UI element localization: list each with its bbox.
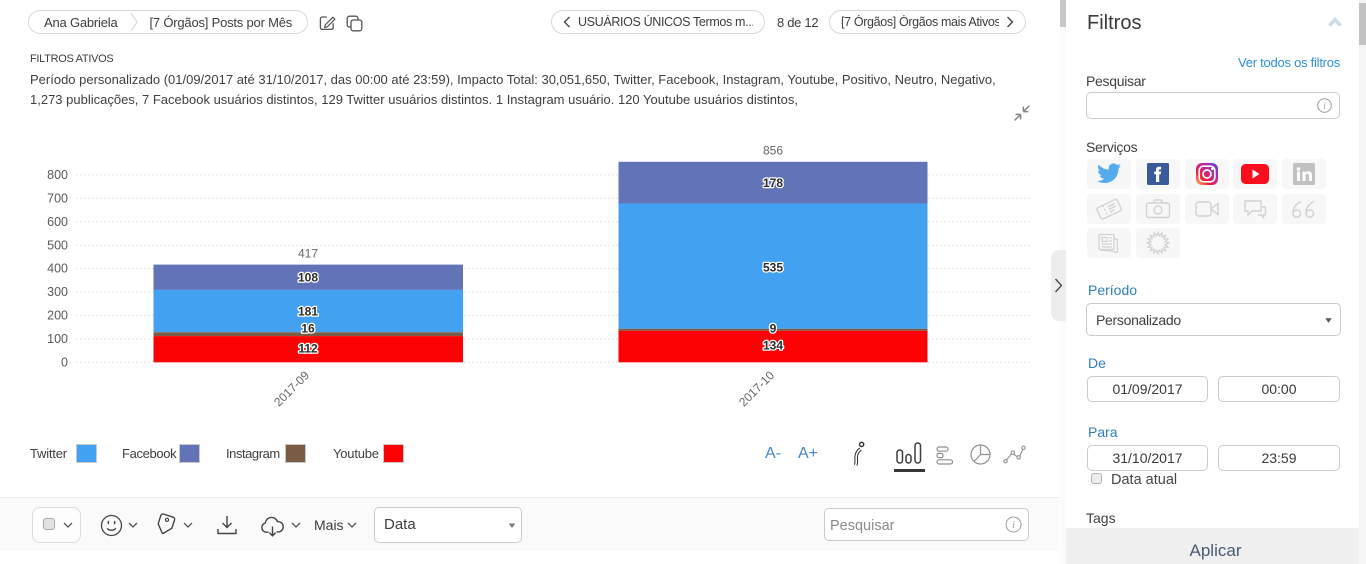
svg-text:300: 300 xyxy=(47,285,68,299)
svg-text:16: 16 xyxy=(301,322,315,336)
svg-text:0: 0 xyxy=(61,355,68,369)
svg-text:i: i xyxy=(1012,520,1015,531)
svg-text:856: 856 xyxy=(763,144,783,158)
svg-text:700: 700 xyxy=(47,191,68,205)
svg-text:200: 200 xyxy=(47,309,68,323)
svg-text:535: 535 xyxy=(763,260,783,274)
svg-text:9: 9 xyxy=(770,321,777,335)
svg-text:i: i xyxy=(1323,101,1326,111)
svg-text:500: 500 xyxy=(47,238,68,252)
svg-text:417: 417 xyxy=(298,247,318,261)
svg-text:800: 800 xyxy=(47,168,68,182)
svg-text:600: 600 xyxy=(47,215,68,229)
svg-text:400: 400 xyxy=(47,262,68,276)
svg-text:2017-09: 2017-09 xyxy=(271,368,312,409)
svg-text:2017-10: 2017-10 xyxy=(736,368,777,409)
svg-text:112: 112 xyxy=(298,342,318,356)
svg-text:181: 181 xyxy=(298,304,318,318)
svg-text:178: 178 xyxy=(763,176,783,190)
svg-text:108: 108 xyxy=(298,271,318,285)
svg-text:134: 134 xyxy=(763,339,783,353)
svg-text:100: 100 xyxy=(47,332,68,346)
